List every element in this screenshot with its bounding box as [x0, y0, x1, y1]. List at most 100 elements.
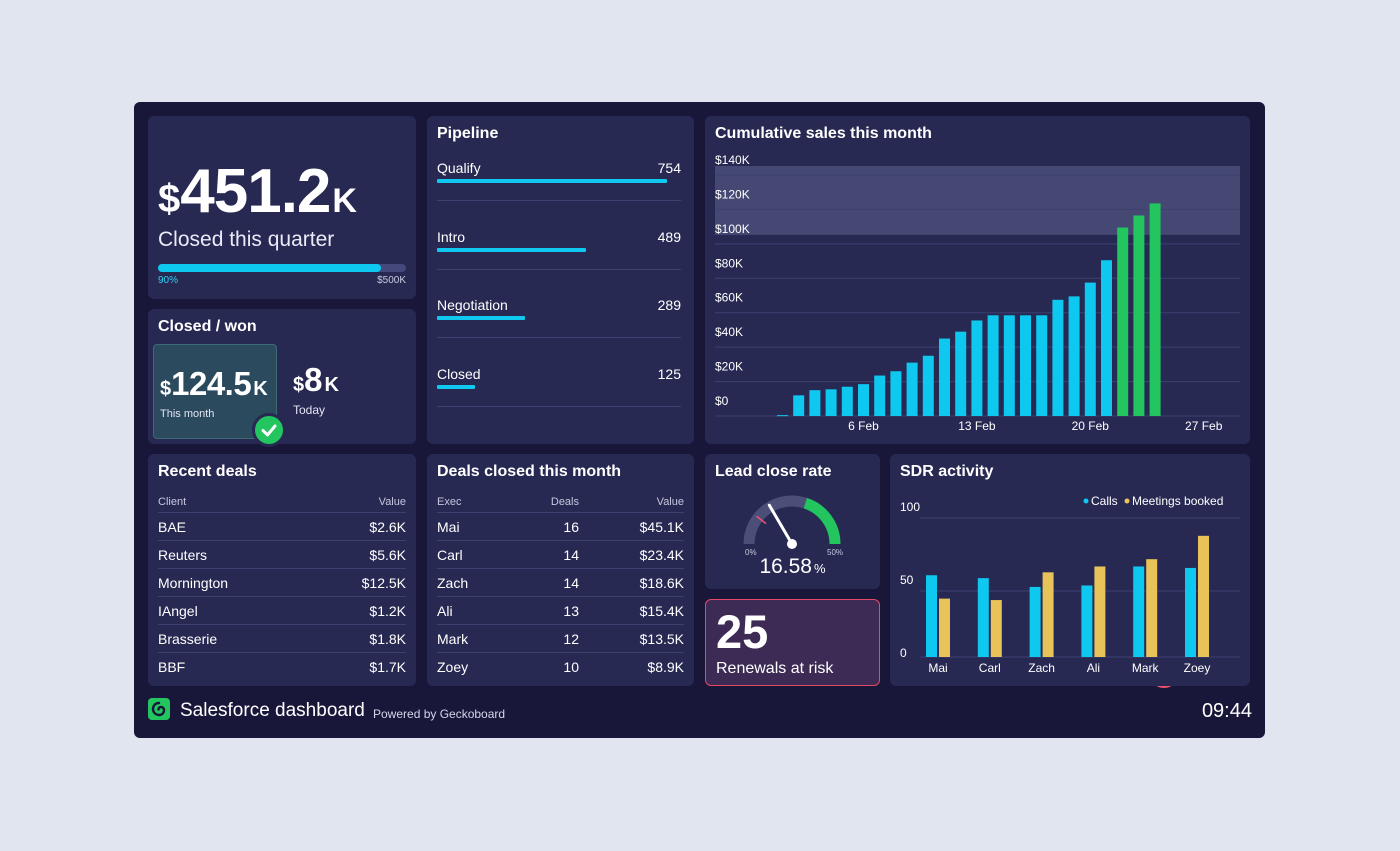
month-value: $ 124.5 K	[160, 365, 268, 403]
sales-bar	[922, 355, 934, 416]
gauge-marker	[756, 515, 767, 525]
legend-marker	[1083, 498, 1089, 504]
sales-bar	[906, 362, 918, 416]
sales-bar	[1052, 299, 1064, 416]
x-tick-label: Zach	[1028, 661, 1055, 675]
sales-bar	[1084, 282, 1096, 416]
rate-unit: %	[814, 561, 826, 576]
cumulative-sales-tile: Cumulative sales this month $0 $20K $40K $6…	[705, 116, 1250, 444]
stage-value: 289	[657, 297, 681, 313]
dashboard-title: Salesforce dashboard	[180, 700, 365, 721]
exec-cell: Carl	[437, 546, 463, 563]
sales-bar	[874, 375, 886, 416]
sales-bar	[1117, 227, 1129, 416]
gauge-min-label: 0%	[745, 548, 757, 557]
client-cell: BBF	[158, 658, 186, 675]
quarter-label: Closed this quarter	[158, 228, 335, 251]
x-tick-label: 27 Feb	[1185, 419, 1223, 433]
sdr-bar	[939, 598, 950, 657]
x-tick-label: Zoey	[1184, 661, 1211, 675]
sdr-bar	[1042, 572, 1054, 657]
clock: 09:44	[1201, 700, 1252, 722]
powered-by: Powered by Geckoboard	[373, 707, 506, 721]
progress-percent: 90%	[158, 275, 179, 286]
exec-cell: Ali	[437, 602, 453, 619]
sales-bar	[858, 384, 869, 416]
stage-name: Negotiation	[437, 297, 508, 313]
sales-bar	[777, 415, 788, 417]
sdr-bar	[1094, 566, 1106, 657]
client-cell: BAE	[158, 518, 187, 535]
sdr-bar	[977, 578, 989, 657]
stage-bar	[437, 316, 526, 320]
quarter-progress-bar	[158, 264, 406, 272]
column-header: Value	[378, 496, 406, 508]
table-header: Exec Deals Value	[437, 492, 684, 513]
lead-close-rate-tile: Lead close rate 0% 50% 16.58%	[705, 454, 880, 589]
x-tick-label: Mark	[1132, 661, 1160, 675]
sdr-bar	[1029, 586, 1041, 657]
value-cell: $12.5K	[361, 574, 406, 591]
deals-cell: 14	[563, 546, 579, 563]
column-header: Value	[656, 496, 684, 508]
deals-cell: 12	[563, 630, 579, 647]
value-cell: $2.6K	[369, 518, 406, 535]
lead-rate-value: 16.58%	[705, 555, 880, 579]
sdr-activity-tile: SDR activity 0 50 100 Calls Meetings booked M…	[890, 454, 1250, 686]
recent-deals-tile: Recent deals Client Value BAE $2.6K Reute…	[148, 454, 416, 686]
unit-suffix: K	[332, 182, 357, 220]
table-row: Reuters $5.6K	[158, 541, 406, 569]
exec-cell: Mark	[437, 630, 469, 647]
x-tick-label: 13 Feb	[958, 419, 996, 433]
stage-bar	[437, 385, 476, 389]
table-row: BBF $1.7K	[158, 653, 406, 680]
x-tick-label: 20 Feb	[1072, 419, 1110, 433]
currency-symbol: $	[160, 378, 172, 400]
tile-title: SDR activity	[900, 463, 994, 480]
unit-suffix: K	[253, 378, 268, 400]
value-cell: $1.2K	[369, 602, 406, 619]
y-tick-label: $60K	[715, 291, 743, 305]
y-tick-label: $40K	[715, 325, 743, 339]
stage-value: 489	[657, 229, 681, 245]
value-cell: $13.5K	[639, 630, 684, 647]
y-tick-label: $20K	[715, 360, 743, 374]
tile-title: Deals closed this month	[437, 463, 622, 480]
sdr-activity-chart: 0 50 100 Calls Meetings booked Mai Carl Zach Ali…	[900, 494, 1240, 675]
tile-title: Cumulative sales this month	[715, 125, 932, 142]
sdr-bar	[1081, 585, 1093, 657]
sdr-bar	[1198, 535, 1209, 657]
month-highlight-box: $ 124.5 K This month	[153, 344, 277, 439]
exec-cell: Zach	[437, 574, 469, 591]
sales-bar	[890, 371, 902, 416]
table-row: Carl 14 $23.4K	[437, 541, 684, 569]
quarter-progress-fill	[158, 264, 382, 272]
unit-suffix: K	[324, 374, 339, 396]
value-cell: $1.8K	[369, 630, 406, 647]
target-band	[715, 166, 1240, 235]
renewals-label: Renewals at risk	[716, 660, 834, 677]
exec-cell: Mai	[437, 518, 460, 535]
table-row: Brasserie $1.8K	[158, 625, 406, 653]
y-tick-label: $120K	[715, 187, 750, 201]
pipeline-tile: Pipeline Qualify 754 Intro 489 Negotiati…	[427, 116, 694, 444]
sales-bar	[1101, 260, 1112, 416]
quarter-amount: 451.2	[180, 157, 331, 226]
tile-title: Pipeline	[437, 125, 499, 142]
stage-value: 754	[657, 160, 681, 176]
stage-name: Qualify	[437, 160, 481, 176]
tile-title: Recent deals	[158, 463, 257, 480]
value-cell: $8.9K	[647, 658, 684, 675]
deals-cell: 14	[563, 574, 579, 591]
column-header: Client	[158, 496, 187, 508]
stage-name: Intro	[437, 229, 466, 245]
x-tick-label: Mai	[928, 661, 947, 675]
gauge-max-label: 50%	[827, 548, 844, 557]
rate-number: 16.58	[759, 555, 812, 578]
client-cell: Mornington	[158, 574, 229, 591]
value-cell: $5.6K	[369, 546, 406, 563]
sdr-bar	[1146, 559, 1158, 657]
gauge-needle	[767, 503, 794, 546]
y-tick-label: 50	[900, 573, 914, 587]
value-cell: $15.4K	[639, 602, 684, 619]
